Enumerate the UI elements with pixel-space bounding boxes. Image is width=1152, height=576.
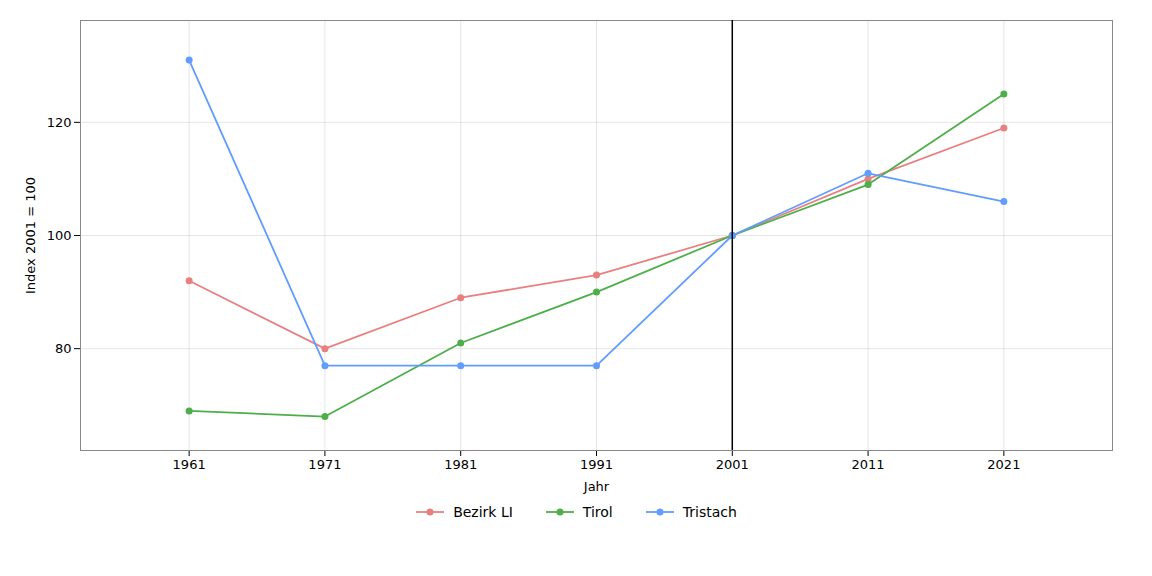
- svg-text:2021: 2021: [987, 457, 1020, 472]
- html-text:Tristach: Tristach: [682, 504, 737, 520]
- svg-text:Index 2001 = 100: Index 2001 = 100: [23, 177, 38, 294]
- svg-text:1971: 1971: [308, 457, 341, 472]
- svg-text:1991: 1991: [580, 457, 613, 472]
- svg-text:80: 80: [55, 341, 72, 356]
- svg-text:Jahr: Jahr: [583, 479, 610, 494]
- svg-text:1961: 1961: [173, 457, 206, 472]
- svg-text:2001: 2001: [716, 457, 749, 472]
- svg-text:1981: 1981: [444, 457, 477, 472]
- svg-text:100: 100: [47, 228, 72, 243]
- svg-text:120: 120: [47, 115, 72, 130]
- svg-text:2011: 2011: [852, 457, 885, 472]
- html-text:Bezirk LI: Bezirk LI: [453, 504, 513, 520]
- html-text:Tirol: Tirol: [582, 504, 613, 520]
